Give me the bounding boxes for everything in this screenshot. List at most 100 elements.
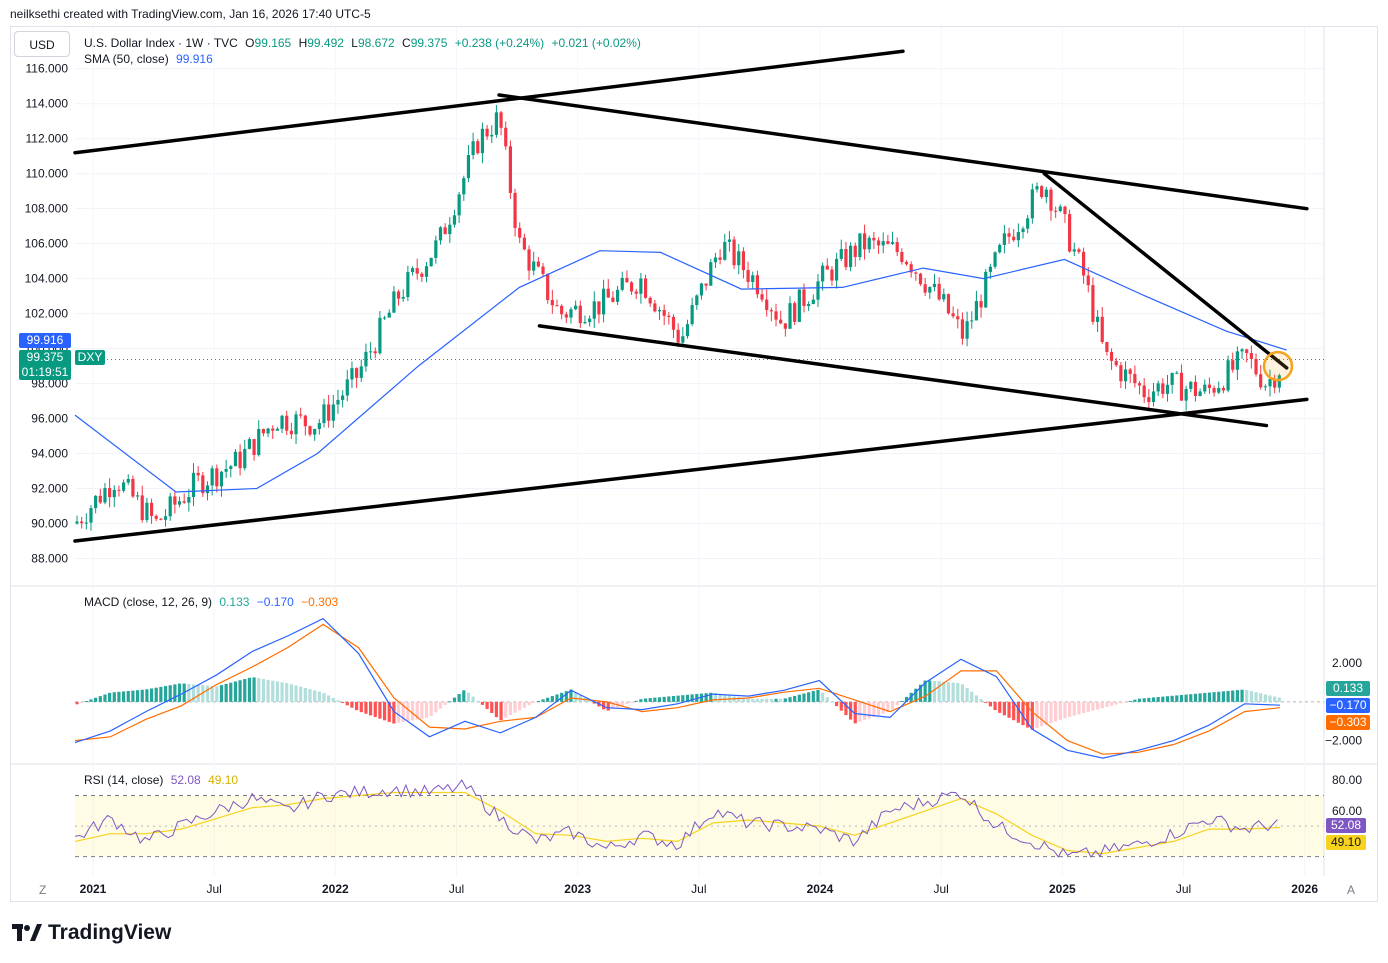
rsi-tick-label: 60.00 [1332,804,1362,818]
candle-body [233,451,238,467]
macd-histogram-bar [452,697,457,702]
macd-histogram-bar [816,689,820,702]
macd-histogram-bar [1114,701,1118,705]
candle-body [1012,236,1016,241]
legend-c-label: C [402,36,411,50]
candle-body [965,321,969,339]
candle-body [741,251,746,271]
macd-histogram-bar [900,700,904,702]
candle-body [527,249,531,271]
candle-body [350,368,354,380]
macd-histogram-bar [462,690,466,702]
macd-histogram-bar [671,696,676,702]
macd-histogram-bar [359,701,363,713]
candle-body [135,495,140,497]
candle-body [303,415,307,427]
legend-h-label: H [298,36,308,50]
tradingview-logo: TradingView [12,921,171,945]
candle-body [555,305,559,307]
macd-histogram-bar [984,701,988,703]
macd-histogram-bar [154,687,158,702]
macd-histogram-bar [718,693,722,702]
macd-histogram-bar [210,685,214,702]
tradingview-logo-icon [12,924,42,941]
candle-body [443,227,447,235]
candle-body [667,315,671,317]
macd-histogram-bar [1147,697,1151,702]
candle-body [918,273,923,285]
macd-histogram-bar [1165,696,1170,702]
macd-histogram-bar [163,686,168,702]
candle-body [224,468,228,472]
macd-histogram-bar [149,688,154,702]
macd-histogram-bar [1091,701,1095,711]
brand-name: TradingView [48,921,172,944]
macd-histogram-bar [676,695,680,702]
macd-histogram-bar [1235,690,1239,702]
candle-body [438,227,443,241]
macd-histogram-bar [98,696,102,702]
candle-body [429,257,433,267]
candle-body [746,270,750,282]
candle-body [583,322,587,324]
trendline [1042,171,1289,370]
macd-histogram-bar [355,701,359,711]
candle-body [480,128,485,154]
macd-histogram-bar [457,693,461,702]
macd-histogram-bar [769,698,773,702]
macd-histogram-bar [1231,690,1235,702]
macd-histogram-bar [532,701,536,703]
macd-histogram-bar [294,685,298,702]
candle-body [713,257,718,263]
time-tick-label: Jul [206,882,221,896]
macd-legend-label: MACD (close, 12, 26, 9) [84,595,213,609]
sma-legend-value: 99.916 [176,52,213,66]
currency-button[interactable]: USD [14,31,70,57]
candle-body [462,178,466,195]
candle-body [718,257,722,260]
macd-histogram-bar [317,691,321,702]
candle-body [401,296,405,299]
candle-body [653,303,657,312]
candle-body [858,233,862,258]
rsi-line [74,779,1278,859]
chart-frame [10,26,1378,902]
macd-histogram-bar [956,682,960,702]
macd-histogram-bar [546,697,550,702]
macd-histogram-bar [299,686,303,702]
macd-histogram-bar [774,698,778,702]
macd-histogram-bar [765,698,769,702]
candle-body [1207,384,1212,389]
macd-histogram-bar [135,690,140,702]
macd-histogram-bar [1245,689,1249,702]
candle-body [546,273,550,301]
macd-histogram-bar [886,701,890,712]
macd-histogram-bar [723,694,727,702]
macd-histogram-bar [173,684,177,702]
macd-histogram-bar [1170,695,1174,702]
candle-body [238,451,242,469]
candle-body [452,215,457,225]
auto-scale-button[interactable]: A [1347,883,1356,897]
macd-histogram-bar [196,684,200,702]
candle-body [839,249,843,259]
macd-histogram-bar [448,701,452,703]
candle-body [914,272,918,274]
candle-body [490,134,494,137]
candle-body [1212,388,1216,393]
zoom-button[interactable]: Z [39,883,47,897]
macd-histogram-bar [429,701,433,716]
macd-histogram-bar [103,694,107,702]
macd-histogram-bar [215,686,219,702]
macd-histogram-bar [205,685,210,702]
macd-histogram-bar [555,694,559,702]
macd-histogram-bar [518,701,522,711]
macd-histogram-bar [1095,701,1100,710]
legend-o-label: O [245,36,255,50]
candle-body [122,482,126,491]
macd-histogram-bar [1007,701,1011,718]
candle-body [1184,388,1188,401]
candle-body [1049,189,1053,211]
candle-body [769,310,773,312]
